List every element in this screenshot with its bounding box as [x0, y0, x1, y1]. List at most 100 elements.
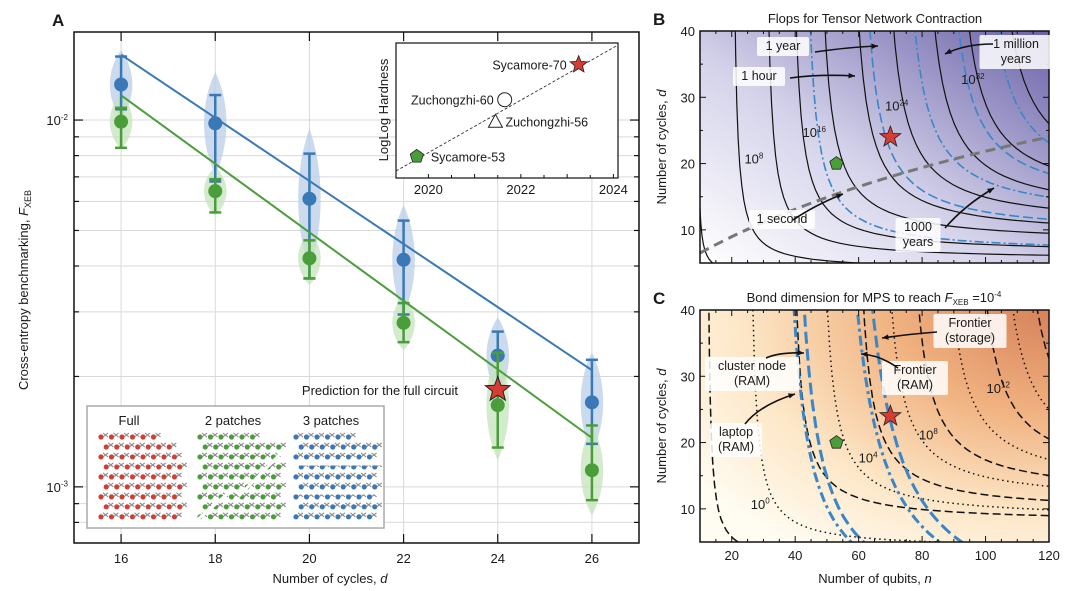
legend-label-2-patches: 2 patches — [205, 413, 262, 428]
qubit — [340, 444, 346, 450]
coupler — [201, 472, 208, 478]
hardness-inset: LogLog Hardness 2020 2022 2024 Sycamore-53 Z… — [376, 42, 628, 197]
qubit — [330, 444, 336, 450]
coupler — [344, 502, 351, 508]
qubit — [161, 514, 167, 520]
coupler — [264, 492, 271, 498]
resource-label-frontier-ram: Frontier(RAM) — [882, 361, 948, 395]
arrow-1-year-head — [871, 43, 878, 49]
coupler — [165, 452, 172, 458]
y-tick-label: 30 — [681, 90, 695, 105]
coupler — [323, 502, 330, 508]
coupler — [144, 492, 151, 498]
qubit — [249, 494, 256, 500]
qubit — [361, 444, 367, 450]
qubit — [135, 484, 141, 490]
qubit — [234, 444, 240, 450]
qubit — [161, 474, 167, 480]
panel-label-c: C — [653, 289, 665, 308]
qubit — [103, 444, 109, 450]
coupler — [201, 492, 208, 498]
coupler — [339, 452, 346, 458]
coupler — [170, 502, 177, 508]
qubit — [156, 484, 162, 490]
coupler — [139, 442, 146, 448]
coupler — [134, 492, 140, 498]
qubit — [324, 454, 331, 460]
qubit — [335, 514, 341, 520]
qubit — [124, 484, 130, 490]
label-text: (storage) — [945, 331, 995, 345]
coupler — [238, 442, 245, 448]
coupler — [371, 452, 377, 458]
qubit — [150, 474, 157, 480]
sycamore-70-star-icon — [878, 403, 902, 426]
coupler — [275, 512, 281, 518]
qubit — [255, 484, 261, 490]
coupler — [376, 502, 383, 508]
coupler — [339, 432, 346, 438]
x-tick-label: 24 — [491, 551, 505, 566]
qubit — [234, 484, 240, 490]
coupler — [227, 442, 234, 448]
x-tick-label: 20 — [724, 548, 738, 563]
coupler — [355, 442, 362, 448]
resource-label-laptop: laptop(RAM) — [710, 423, 762, 457]
qubit — [171, 494, 178, 500]
qubit — [140, 434, 146, 440]
coupler — [280, 462, 287, 468]
coupler — [233, 512, 239, 518]
qubit — [351, 444, 357, 450]
coupler — [233, 472, 239, 478]
coupler — [365, 442, 372, 448]
qubit — [156, 444, 162, 450]
qubit — [340, 504, 346, 510]
coupler — [107, 482, 114, 488]
coupler — [181, 502, 188, 508]
qubit — [108, 434, 115, 440]
bond-contour-dotted — [826, 310, 1049, 511]
coupler — [350, 452, 356, 458]
coupler — [144, 432, 151, 438]
panel-b-title: Flops for Tensor Network Contraction — [768, 11, 982, 26]
qubit — [319, 504, 325, 510]
qubit — [114, 484, 120, 490]
coupler — [222, 452, 229, 458]
qubit — [255, 444, 261, 450]
coupler — [308, 472, 314, 478]
data-point-3-patches — [584, 395, 599, 410]
qubit — [303, 434, 310, 440]
qubit — [372, 444, 378, 450]
coupler — [217, 502, 224, 508]
qubit — [260, 474, 266, 480]
qubit — [218, 514, 224, 520]
qubit — [324, 514, 331, 520]
inset-x-tick-label: 2020 — [414, 182, 443, 197]
qubit — [140, 454, 146, 460]
x-tick-label: 80 — [915, 548, 929, 563]
qubit — [119, 474, 125, 480]
time-label-1-hour: 1 hour — [733, 67, 785, 86]
data-point-2-patches — [396, 315, 411, 330]
qubit — [303, 494, 310, 500]
label-text: 1000 — [904, 220, 932, 234]
panel-a-plot-area — [109, 50, 604, 516]
time-contour — [809, 31, 1049, 246]
label-text: Frontier — [948, 316, 991, 330]
coupler — [181, 482, 188, 488]
arrow-1-second-head — [836, 193, 843, 199]
coupler — [139, 482, 146, 488]
coupler — [329, 452, 335, 458]
qubit — [150, 514, 157, 520]
panel-a-frame — [73, 31, 640, 544]
coupler — [259, 482, 266, 488]
y-tick-label: 10-2 — [46, 113, 68, 128]
coupler — [344, 482, 351, 488]
contour-label: 100 — [751, 497, 770, 512]
label-background — [895, 218, 941, 252]
qubit — [114, 504, 120, 510]
prediction-star-icon — [484, 375, 512, 402]
coupler — [155, 492, 161, 498]
